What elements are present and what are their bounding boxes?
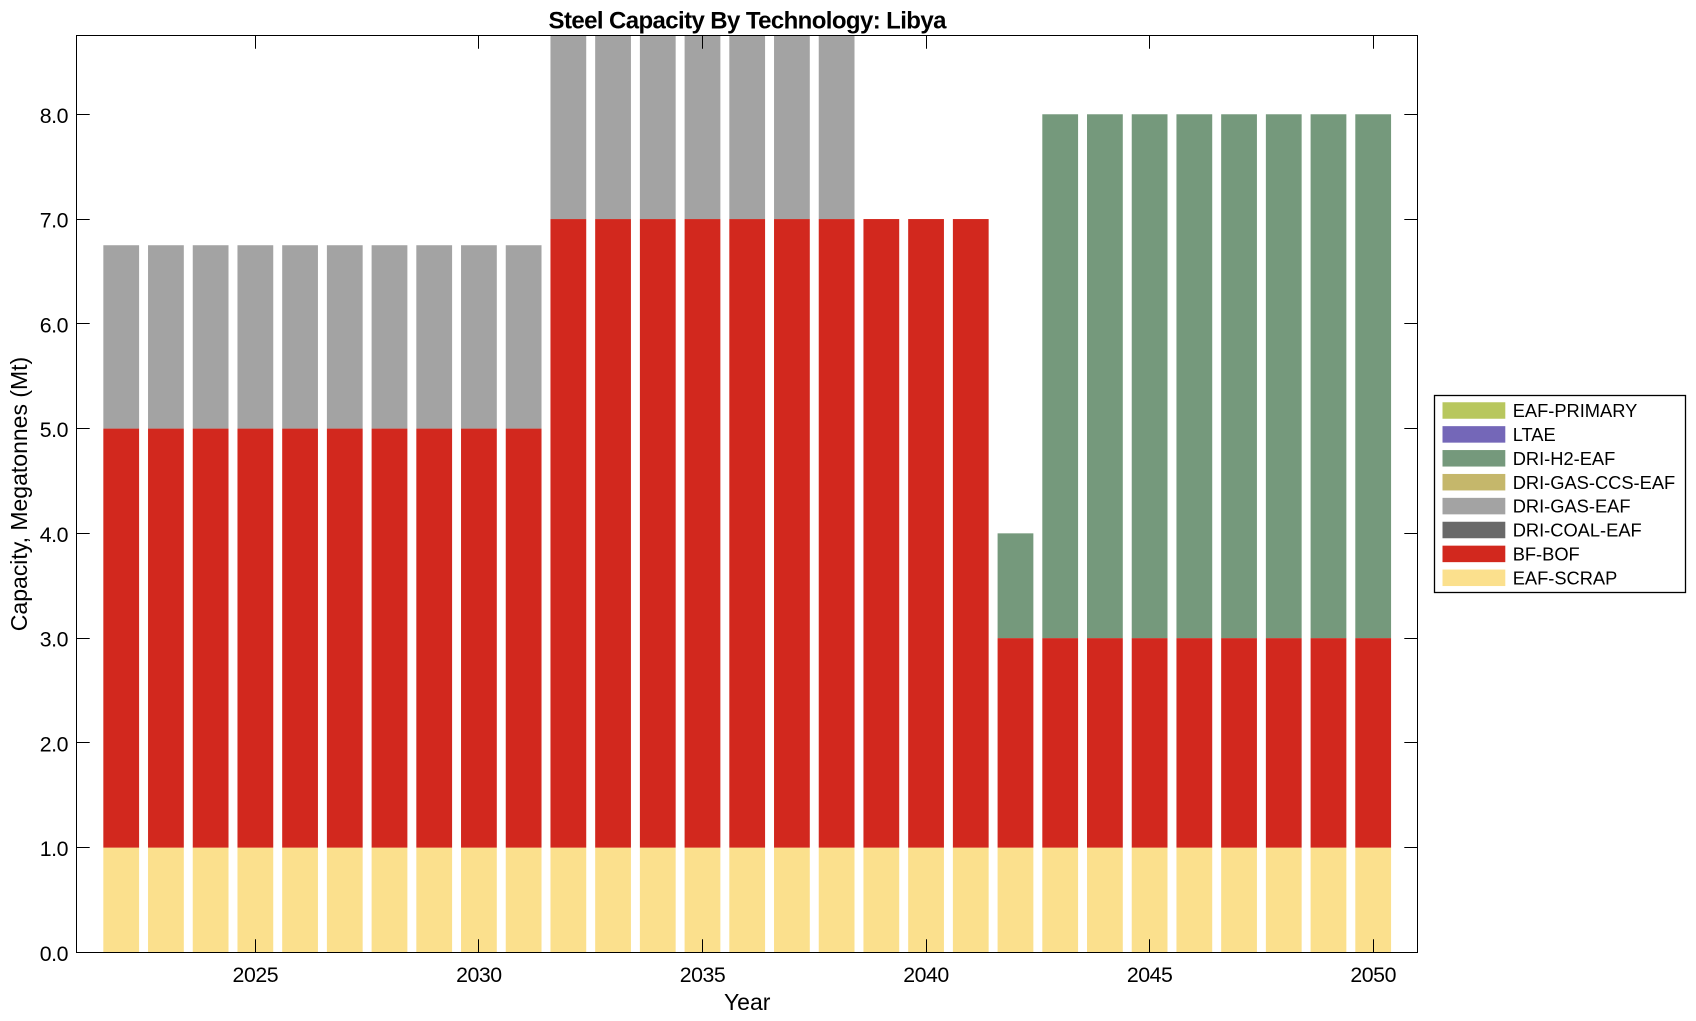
svg-text:EAF-SCRAP: EAF-SCRAP — [1513, 567, 1618, 588]
svg-text:6.0: 6.0 — [40, 313, 69, 337]
svg-text:2025: 2025 — [233, 963, 279, 987]
svg-text:7.0: 7.0 — [40, 209, 69, 233]
svg-text:8.0: 8.0 — [40, 104, 69, 128]
svg-text:DRI-GAS-EAF: DRI-GAS-EAF — [1513, 496, 1631, 517]
svg-text:1.0: 1.0 — [40, 837, 69, 861]
svg-text:0.0: 0.0 — [40, 942, 69, 966]
svg-text:2030: 2030 — [456, 963, 502, 987]
svg-text:2040: 2040 — [903, 963, 949, 987]
svg-text:2050: 2050 — [1350, 963, 1396, 987]
svg-text:3.0: 3.0 — [40, 628, 69, 652]
svg-text:LTAE: LTAE — [1513, 424, 1556, 445]
svg-text:2035: 2035 — [680, 963, 726, 987]
svg-text:2.0: 2.0 — [40, 732, 69, 756]
svg-text:5.0: 5.0 — [40, 418, 69, 442]
svg-text:Capacity, Megatonnes (Mt): Capacity, Megatonnes (Mt) — [6, 357, 32, 631]
svg-text:DRI-GAS-CCS-EAF: DRI-GAS-CCS-EAF — [1513, 472, 1676, 493]
svg-text:Year: Year — [724, 989, 771, 1015]
svg-text:2045: 2045 — [1127, 963, 1173, 987]
svg-text:Steel Capacity By Technology:: Steel Capacity By Technology: Libya — [549, 8, 948, 35]
svg-text:4.0: 4.0 — [40, 523, 69, 547]
svg-text:EAF-PRIMARY: EAF-PRIMARY — [1513, 400, 1638, 421]
svg-text:DRI-COAL-EAF: DRI-COAL-EAF — [1513, 520, 1642, 541]
svg-text:DRI-H2-EAF: DRI-H2-EAF — [1513, 448, 1616, 469]
svg-text:BF-BOF: BF-BOF — [1513, 544, 1580, 565]
